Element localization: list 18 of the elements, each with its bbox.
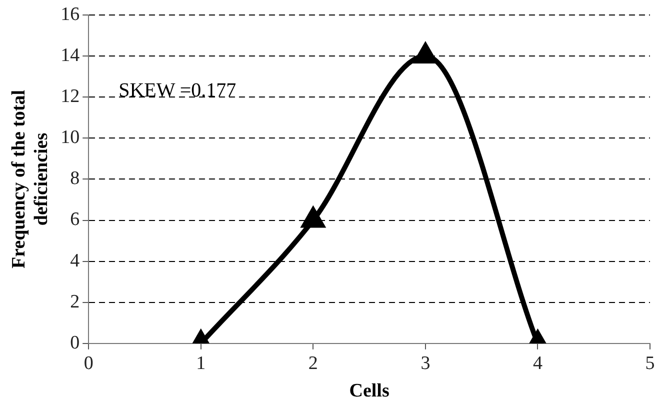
y-tick-label: 12 bbox=[60, 86, 80, 108]
y-tick-label: 10 bbox=[60, 127, 80, 148]
y-tick-label: 6 bbox=[70, 209, 80, 230]
x-tick-label: 5 bbox=[645, 352, 655, 374]
x-tick-label: 0 bbox=[84, 352, 94, 374]
y-tick-label: 16 bbox=[60, 4, 80, 25]
y-tick-label: 2 bbox=[70, 291, 80, 312]
y-tick-label: 8 bbox=[70, 168, 80, 190]
x-tick-label: 2 bbox=[308, 352, 318, 374]
x-tick-label: 3 bbox=[420, 352, 430, 374]
x-tick-label: 4 bbox=[532, 352, 543, 374]
y-tick-label: 4 bbox=[70, 250, 80, 272]
y-tick-label: 14 bbox=[60, 45, 80, 66]
annotation: SKEW =0.177 bbox=[118, 79, 236, 102]
y-tick-label: 0 bbox=[70, 332, 80, 354]
x-axis-title: Cells bbox=[349, 380, 390, 402]
x-tick-label: 1 bbox=[196, 352, 206, 374]
y-axis-title: Frequency of the total deficiencies bbox=[8, 90, 52, 268]
